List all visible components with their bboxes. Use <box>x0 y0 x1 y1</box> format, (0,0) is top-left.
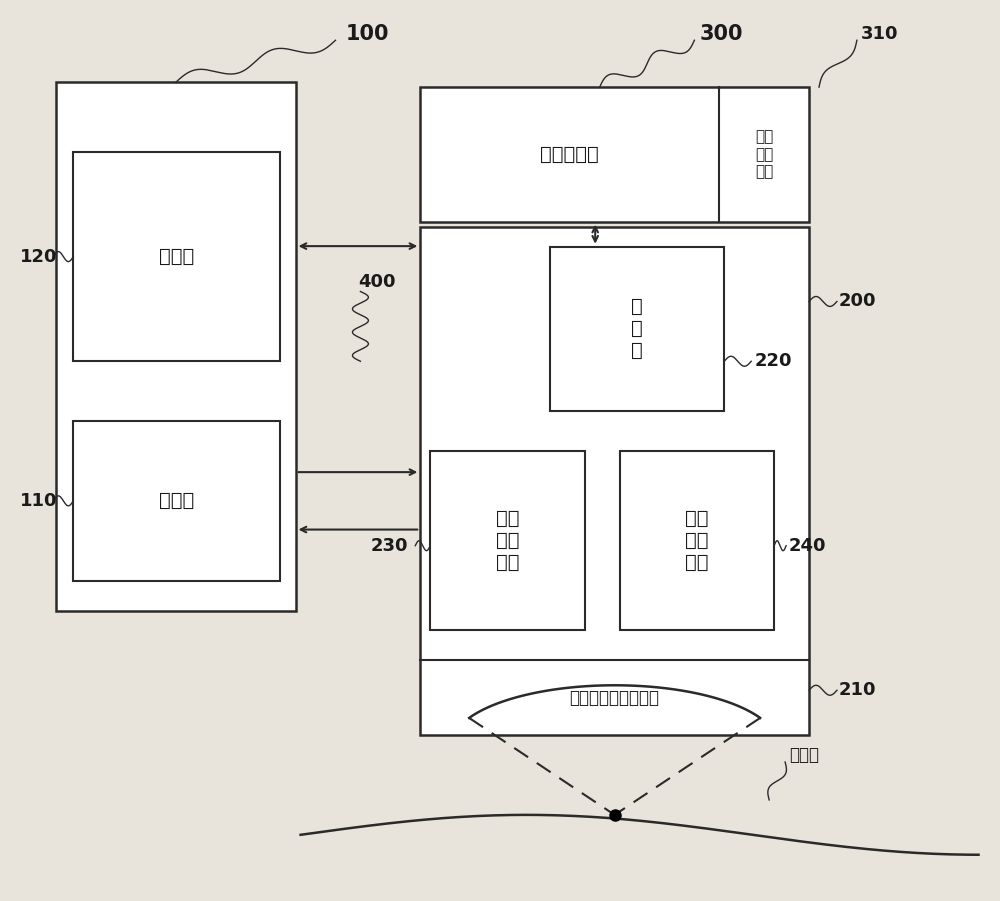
Text: 电源区: 电源区 <box>789 746 819 764</box>
Text: 110: 110 <box>19 492 57 510</box>
Text: 分离型磁盒: 分离型磁盒 <box>540 145 599 164</box>
Text: 200: 200 <box>839 293 876 311</box>
Text: 400: 400 <box>358 272 396 290</box>
Bar <box>420 227 809 735</box>
Bar <box>420 87 809 222</box>
Bar <box>550 247 724 411</box>
Bar <box>430 451 585 631</box>
Bar <box>620 451 774 631</box>
Bar <box>73 421 280 580</box>
Bar <box>73 152 280 361</box>
Text: 控
制
区: 控 制 区 <box>631 297 643 360</box>
Text: 100: 100 <box>345 24 389 44</box>
Text: 可变
频率
装置: 可变 频率 装置 <box>496 509 519 572</box>
Text: 210: 210 <box>839 681 876 699</box>
Text: 显示屏: 显示屏 <box>159 247 194 266</box>
Text: 220: 220 <box>754 352 792 370</box>
Text: 电源区: 电源区 <box>159 491 194 510</box>
Text: 120: 120 <box>19 248 57 266</box>
Text: 310: 310 <box>861 25 898 43</box>
Text: 240: 240 <box>789 537 827 555</box>
Text: 230: 230 <box>370 537 408 555</box>
Text: 透明
渗透
附件: 透明 渗透 附件 <box>755 130 773 179</box>
Text: 300: 300 <box>699 24 743 44</box>
Bar <box>56 82 296 611</box>
Text: 超声波转换用传感器: 超声波转换用传感器 <box>570 688 660 706</box>
Text: 频率
记忆
装置: 频率 记忆 装置 <box>685 509 709 572</box>
